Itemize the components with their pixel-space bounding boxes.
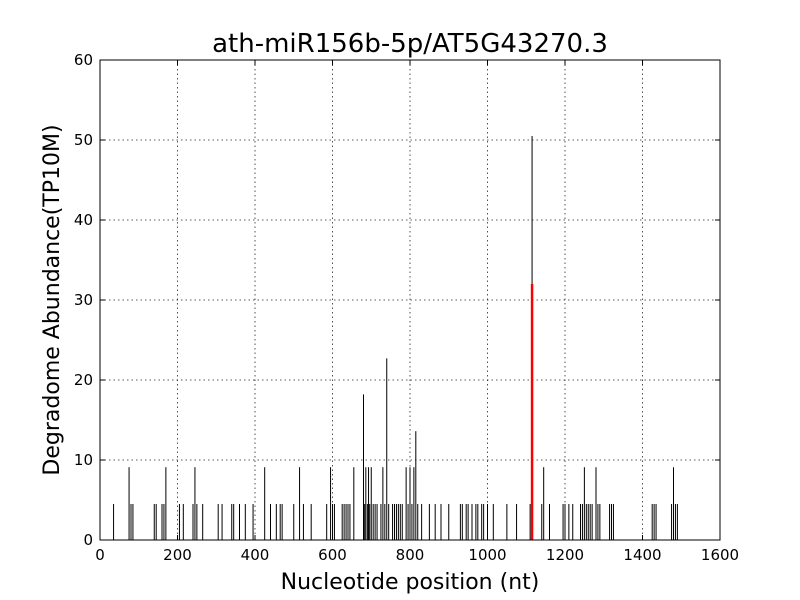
y-tick-label: 10 [74, 451, 93, 469]
y-tick-label: 50 [74, 131, 93, 149]
x-tick-label: 0 [95, 546, 105, 564]
y-tick-label: 40 [74, 211, 93, 229]
y-axis-label: Degradome Abundance(TP10M) [40, 124, 65, 475]
x-axis-label: Nucleotide position (nt) [281, 570, 540, 595]
grid [100, 60, 720, 540]
y-tick-label: 0 [83, 531, 93, 549]
x-tick-label: 1200 [546, 546, 584, 564]
x-tick-label: 200 [163, 546, 192, 564]
x-tick-label: 400 [241, 546, 270, 564]
x-axis: 0 200 400 600 800 1000 1200 1400 1600 [95, 60, 739, 564]
x-tick-label: 1400 [623, 546, 661, 564]
x-tick-label: 1000 [468, 546, 506, 564]
x-tick-label: 1600 [701, 546, 739, 564]
y-tick-label: 20 [74, 371, 93, 389]
y-axis: 0 10 20 30 40 50 60 [74, 51, 720, 549]
x-tick-label: 800 [396, 546, 425, 564]
bars [113, 136, 678, 540]
y-tick-label: 30 [74, 291, 93, 309]
x-tick-label: 600 [318, 546, 347, 564]
chart-title: ath-miR156b-5p/AT5G43270.3 [212, 29, 608, 59]
y-tick-label: 60 [74, 51, 93, 69]
